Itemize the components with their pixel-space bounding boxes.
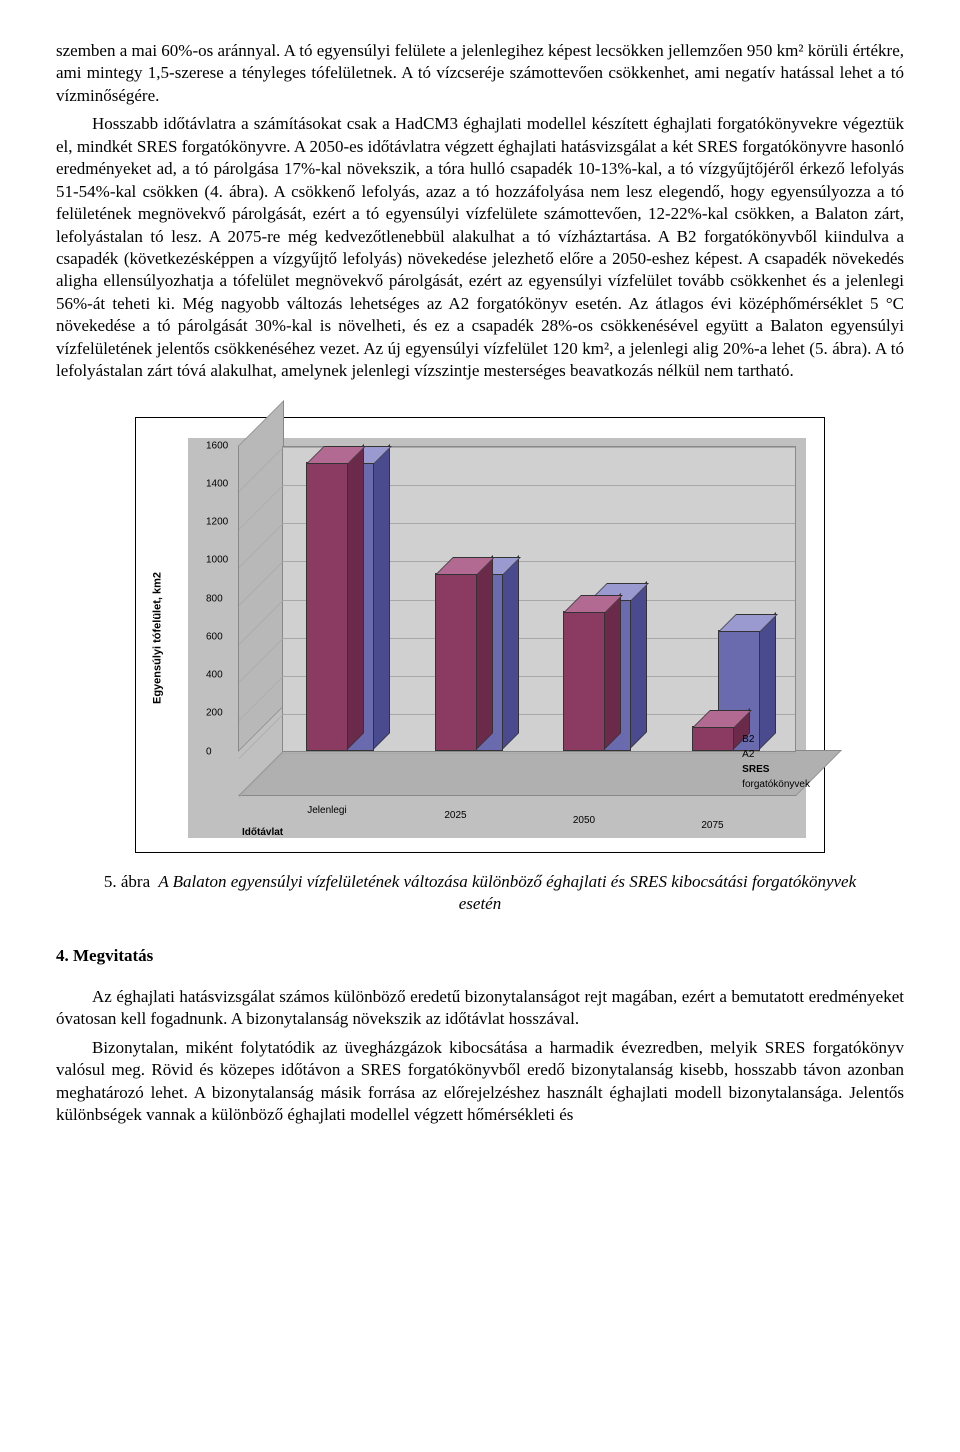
body-paragraph: Hosszabb időtávlatra a számításokat csak… bbox=[56, 113, 904, 382]
chart-series-legend: B2A2SRESforgatókönyvek bbox=[742, 731, 810, 794]
chart-y-tick: 600 bbox=[206, 630, 223, 643]
chart-y-tick: 1000 bbox=[206, 554, 228, 567]
chart-y-tick: 200 bbox=[206, 707, 223, 720]
figure-caption-text: A Balaton egyensúlyi vízfelületének vált… bbox=[158, 872, 856, 913]
body-paragraph: Bizonytalan, miként folytatódik az üvegh… bbox=[56, 1037, 904, 1127]
chart-y-axis-label: Egyensúlyi tófelület, km2 bbox=[151, 572, 166, 704]
chart-x-category: 2025 bbox=[444, 809, 466, 822]
chart-y-tick: 1600 bbox=[206, 439, 228, 452]
chart-y-tick: 1200 bbox=[206, 515, 228, 528]
chart-x-category: 2075 bbox=[701, 819, 723, 832]
chart-x-axis-label: Időtávlat bbox=[242, 826, 283, 839]
body-paragraph: szemben a mai 60%-os aránnyal. A tó egye… bbox=[56, 40, 904, 107]
chart-y-tick: 1400 bbox=[206, 477, 228, 490]
chart-x-category: 2050 bbox=[573, 814, 595, 827]
chart-plot-area: Egyensúlyi tófelület, km2 02004006008001… bbox=[188, 438, 806, 838]
chart-3d-bar: Egyensúlyi tófelület, km2 0 200 400 600 800 1… bbox=[135, 417, 825, 853]
body-paragraph: Az éghajlati hatásvizsgálat számos külön… bbox=[56, 986, 904, 1031]
chart-y-tick: 0 bbox=[206, 745, 212, 758]
chart-y-tick: 800 bbox=[206, 592, 223, 605]
section-heading: 4. Megvitatás bbox=[56, 945, 904, 967]
chart-y-tick: 400 bbox=[206, 668, 223, 681]
figure-caption: 5. ábra A Balaton egyensúlyi vízfelületé… bbox=[96, 871, 864, 916]
figure-number: 5. ábra bbox=[104, 872, 150, 891]
chart-x-category: Jelenlegi bbox=[307, 804, 346, 817]
